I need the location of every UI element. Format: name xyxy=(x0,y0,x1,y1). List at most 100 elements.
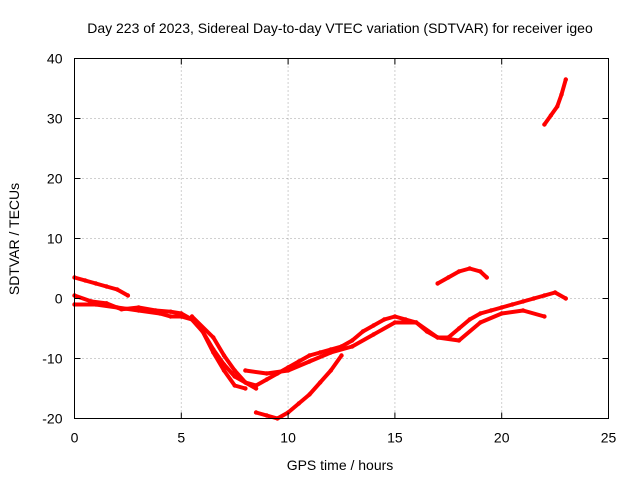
data-point xyxy=(264,377,269,382)
data-point xyxy=(317,350,323,355)
data-point xyxy=(307,353,312,358)
grid-lines xyxy=(74,58,609,419)
data-point xyxy=(456,326,462,331)
data-point xyxy=(360,329,366,334)
data-point xyxy=(349,338,355,343)
data-point xyxy=(446,275,451,280)
data-point xyxy=(243,368,248,373)
data-point xyxy=(243,386,248,391)
data-point xyxy=(456,269,462,274)
data-point xyxy=(555,104,560,109)
data-point xyxy=(253,410,259,415)
data-point xyxy=(435,335,440,340)
data-point xyxy=(296,359,301,364)
y-tick-label: 10 xyxy=(47,231,63,247)
data-point xyxy=(542,122,547,127)
data-point xyxy=(559,92,564,97)
chart-title: Day 223 of 2023, Sidereal Day-to-day VTE… xyxy=(87,20,593,36)
data-point xyxy=(392,320,398,325)
x-axis-label: GPS time / hours xyxy=(287,457,394,473)
y-tick-label: 30 xyxy=(47,111,63,127)
data-point xyxy=(221,353,227,358)
data-point xyxy=(168,314,173,319)
data-point xyxy=(328,350,334,355)
data-point xyxy=(563,77,568,82)
data-point xyxy=(157,311,163,316)
data-point xyxy=(552,290,558,295)
data-point xyxy=(82,278,88,283)
data-point xyxy=(435,281,440,286)
data-point xyxy=(211,335,216,340)
data-point xyxy=(232,374,237,379)
data-point xyxy=(478,311,483,316)
data-point xyxy=(317,380,323,385)
data-point xyxy=(93,302,99,307)
data-point xyxy=(136,308,141,313)
data-point xyxy=(531,296,536,301)
data-point xyxy=(168,309,173,314)
x-tick-label: 20 xyxy=(494,430,510,446)
data-series xyxy=(72,77,568,421)
data-point xyxy=(371,332,376,337)
y-tick-label: 40 xyxy=(47,51,63,67)
data-point xyxy=(339,353,344,358)
data-point xyxy=(285,368,291,373)
data-point xyxy=(349,344,355,349)
x-tick-label: 5 xyxy=(177,430,185,446)
series-track-b xyxy=(72,293,248,391)
data-point xyxy=(211,347,216,352)
data-point xyxy=(221,368,227,373)
data-point xyxy=(467,266,472,271)
y-tick-label: -10 xyxy=(42,351,62,367)
x-tick-label: 25 xyxy=(601,430,617,446)
data-point xyxy=(307,392,312,397)
y-tick-label: 20 xyxy=(47,171,63,187)
data-point xyxy=(478,320,483,325)
data-point xyxy=(296,401,301,406)
data-point xyxy=(510,302,515,307)
data-point xyxy=(542,293,547,298)
data-point xyxy=(221,362,227,367)
data-point xyxy=(264,413,269,418)
x-tick-label: 0 xyxy=(71,430,79,446)
data-point xyxy=(499,305,504,310)
data-point xyxy=(243,380,248,385)
data-point xyxy=(253,383,259,388)
data-point xyxy=(125,293,131,298)
data-point xyxy=(488,308,494,313)
data-point xyxy=(456,338,462,343)
y-axis-label: SDTVAR / TECUs xyxy=(6,183,22,295)
data-point xyxy=(548,113,554,118)
y-tick-label: 0 xyxy=(55,291,63,307)
y-tick-label: -20 xyxy=(42,411,62,427)
data-point xyxy=(115,287,120,292)
data-point xyxy=(328,368,334,373)
data-point xyxy=(232,383,237,388)
x-tick-label: 10 xyxy=(280,430,296,446)
data-point xyxy=(232,368,237,373)
data-point xyxy=(179,314,184,319)
data-point xyxy=(520,308,526,313)
data-point xyxy=(392,314,398,319)
series-track-c xyxy=(72,302,259,391)
data-point xyxy=(371,323,376,328)
x-tick-label: 15 xyxy=(387,430,403,446)
series-track-h xyxy=(542,77,568,127)
data-point xyxy=(115,305,120,310)
data-point xyxy=(467,317,472,322)
axis-ticks: 0 5 10 15 20 25 -20 -10 0 10 20 30 40 xyxy=(42,51,616,446)
data-point xyxy=(264,371,269,376)
series-track-a xyxy=(72,275,130,298)
data-point xyxy=(542,314,547,319)
data-point xyxy=(189,314,195,319)
data-point xyxy=(307,359,312,364)
data-point xyxy=(520,299,526,304)
data-point xyxy=(484,275,489,280)
data-point xyxy=(563,296,568,301)
data-point xyxy=(104,284,109,289)
data-point xyxy=(499,311,504,316)
data-point xyxy=(478,269,483,274)
data-point xyxy=(382,317,387,322)
data-point xyxy=(93,281,99,286)
